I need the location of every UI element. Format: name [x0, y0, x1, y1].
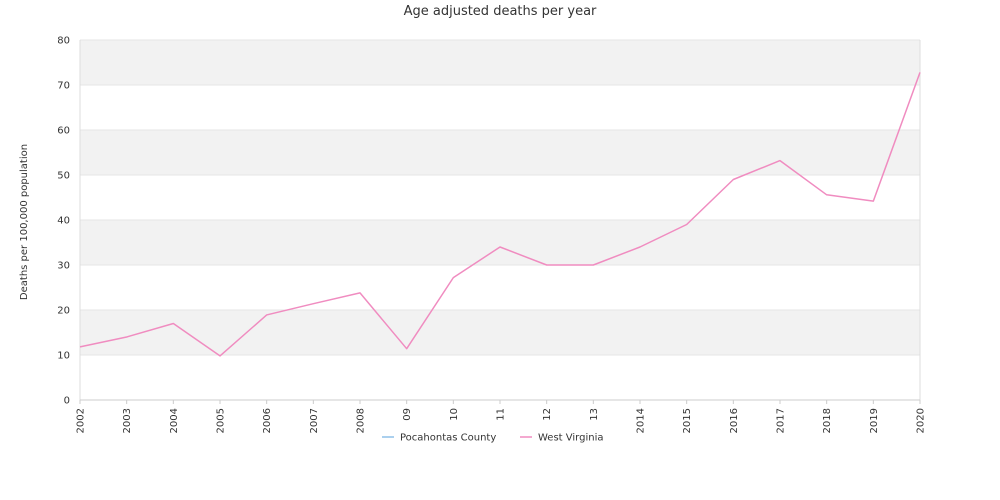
- y-tick-label: 70: [57, 81, 70, 92]
- grid-band: [80, 265, 920, 310]
- x-tick-label: 2006: [262, 408, 273, 433]
- x-tick-label: 11: [496, 408, 507, 421]
- x-tick-label: 2018: [822, 408, 833, 433]
- background-bands: [80, 40, 920, 400]
- series-line: [79, 72, 921, 357]
- grid-band: [80, 40, 920, 85]
- grid-band: [80, 85, 920, 130]
- y-tick-label: 20: [57, 306, 70, 317]
- y-tick-label: 60: [57, 126, 70, 137]
- chart-title: Age adjusted deaths per year: [404, 4, 597, 19]
- x-tick-label: 2014: [636, 408, 647, 433]
- y-tick-labels: 0 10 20 30 40 50 60 70 80: [57, 36, 70, 407]
- y-tick-label: 30: [57, 261, 70, 272]
- legend-label: Pocahontas County: [400, 433, 496, 444]
- grid-band: [80, 175, 920, 220]
- axes: [79, 40, 921, 404]
- y-tick-label: 0: [64, 396, 70, 407]
- x-tick-label: 2017: [776, 408, 787, 433]
- x-tick-label: 2003: [122, 408, 133, 433]
- y-tick-label: 50: [57, 171, 70, 182]
- x-tick-labels: 2002 2003 2004 2005 2006 2007 2008 09 10 11 12 13 20…: [76, 408, 927, 433]
- x-tick-label: 2020: [916, 408, 927, 433]
- x-tick-label: 2019: [869, 408, 880, 433]
- y-tick-label: 40: [57, 216, 70, 227]
- x-tick-label: 2002: [76, 408, 87, 433]
- grid-band: [80, 220, 920, 265]
- legend: Pocahontas County West Virginia: [382, 433, 603, 444]
- x-tick-label: 2005: [216, 408, 227, 433]
- grid-band: [80, 310, 920, 355]
- x-tick-label: 2015: [682, 408, 693, 433]
- x-tick-label: 09: [402, 408, 413, 421]
- y-axis-label: Deaths per 100,000 population: [19, 144, 30, 300]
- x-tick-label: 2004: [169, 408, 180, 433]
- x-tick-label: 10: [449, 408, 460, 421]
- x-tick-label: 2008: [356, 408, 367, 433]
- y-tick-label: 10: [57, 351, 70, 362]
- grid-band: [80, 355, 920, 400]
- x-tick-label: 12: [542, 408, 553, 421]
- x-tick-label: 2007: [309, 408, 320, 433]
- x-tick-label: 2016: [729, 408, 740, 433]
- grid-band: [80, 130, 920, 175]
- x-tick-label: 13: [589, 408, 600, 421]
- y-tick-label: 80: [57, 36, 70, 47]
- legend-label: West Virginia: [538, 433, 603, 444]
- series-lines: [79, 72, 921, 357]
